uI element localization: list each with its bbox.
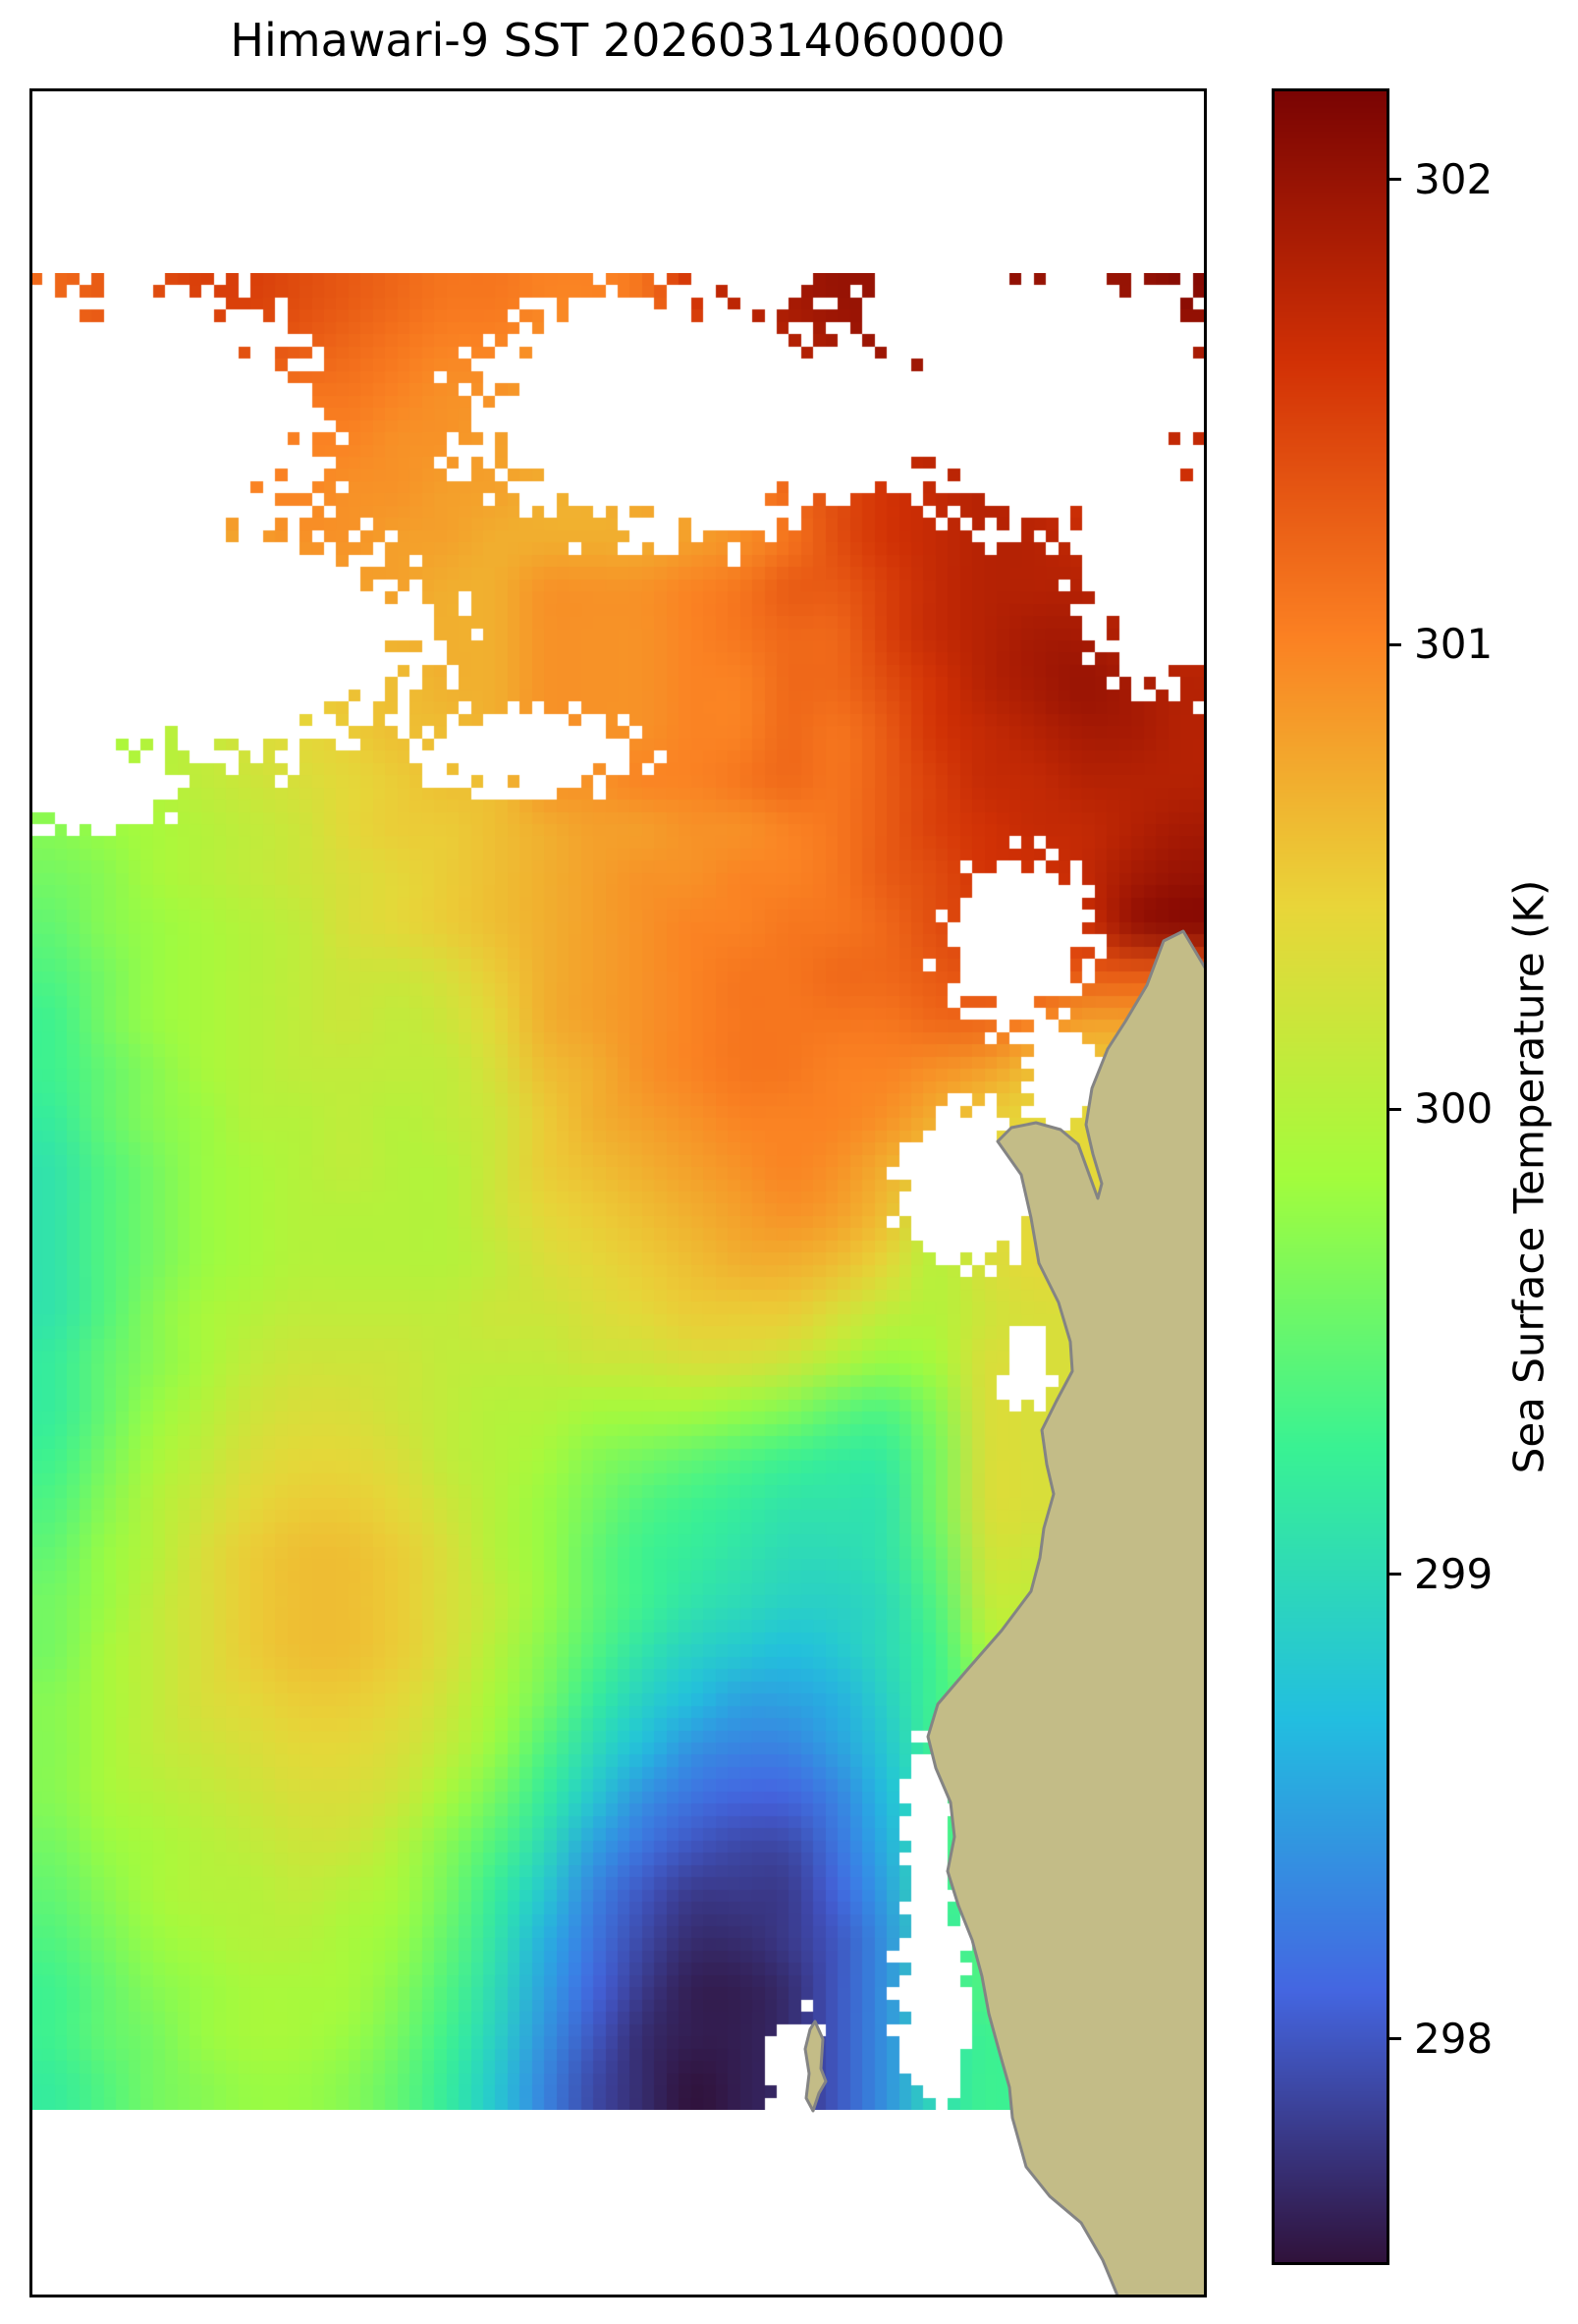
colorbar-gradient xyxy=(1275,91,1387,2262)
land-mainland xyxy=(928,931,1205,2296)
land-overlay xyxy=(803,929,1205,2296)
colorbar-tick xyxy=(1387,2037,1401,2041)
colorbar-axis-label: Sea Surface Temperature (K) xyxy=(1504,879,1553,1474)
coastline xyxy=(926,929,1205,2296)
colorbar-tick-label: 302 xyxy=(1414,154,1494,203)
colorbar-tick-label: 301 xyxy=(1414,620,1494,669)
colorbar-tick-label: 300 xyxy=(1414,1084,1494,1134)
colorbar-tick xyxy=(1387,178,1401,182)
figure-title: Himawari-9 SST 20260314060000 xyxy=(230,14,1006,67)
colorbar-tick xyxy=(1387,1573,1401,1577)
land-island xyxy=(803,2020,828,2113)
colorbar-tick-label: 298 xyxy=(1414,2014,1494,2063)
colorbar-tick xyxy=(1387,642,1401,646)
colorbar-tick xyxy=(1387,1107,1401,1111)
colorbar-tick-label: 299 xyxy=(1414,1549,1494,1598)
